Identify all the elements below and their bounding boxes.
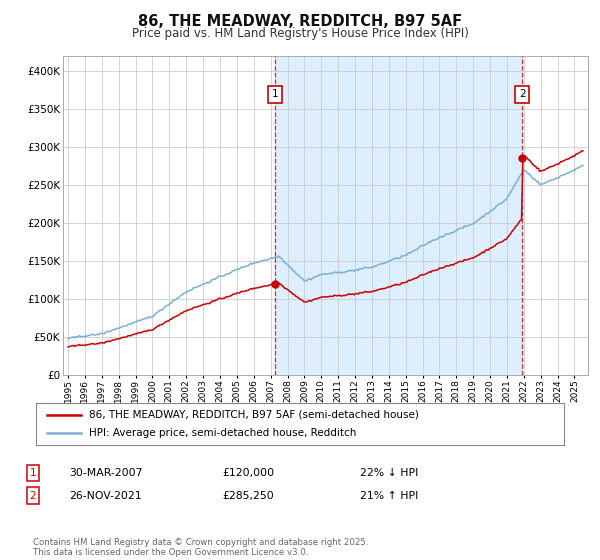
- Text: Contains HM Land Registry data © Crown copyright and database right 2025.
This d: Contains HM Land Registry data © Crown c…: [33, 538, 368, 557]
- Text: 21% ↑ HPI: 21% ↑ HPI: [360, 491, 418, 501]
- Text: 86, THE MEADWAY, REDDITCH, B97 5AF (semi-detached house): 86, THE MEADWAY, REDDITCH, B97 5AF (semi…: [89, 409, 419, 419]
- Text: £285,250: £285,250: [222, 491, 274, 501]
- Text: £120,000: £120,000: [222, 468, 274, 478]
- Text: 2: 2: [519, 89, 526, 99]
- Text: HPI: Average price, semi-detached house, Redditch: HPI: Average price, semi-detached house,…: [89, 428, 356, 438]
- Text: 1: 1: [271, 89, 278, 99]
- Text: 30-MAR-2007: 30-MAR-2007: [69, 468, 143, 478]
- Bar: [275, 56, 522, 375]
- Text: 2: 2: [29, 491, 37, 501]
- Text: 26-NOV-2021: 26-NOV-2021: [69, 491, 142, 501]
- Text: 22% ↓ HPI: 22% ↓ HPI: [360, 468, 418, 478]
- Text: 86, THE MEADWAY, REDDITCH, B97 5AF: 86, THE MEADWAY, REDDITCH, B97 5AF: [138, 14, 462, 29]
- Text: 1: 1: [29, 468, 37, 478]
- Text: Price paid vs. HM Land Registry's House Price Index (HPI): Price paid vs. HM Land Registry's House …: [131, 27, 469, 40]
